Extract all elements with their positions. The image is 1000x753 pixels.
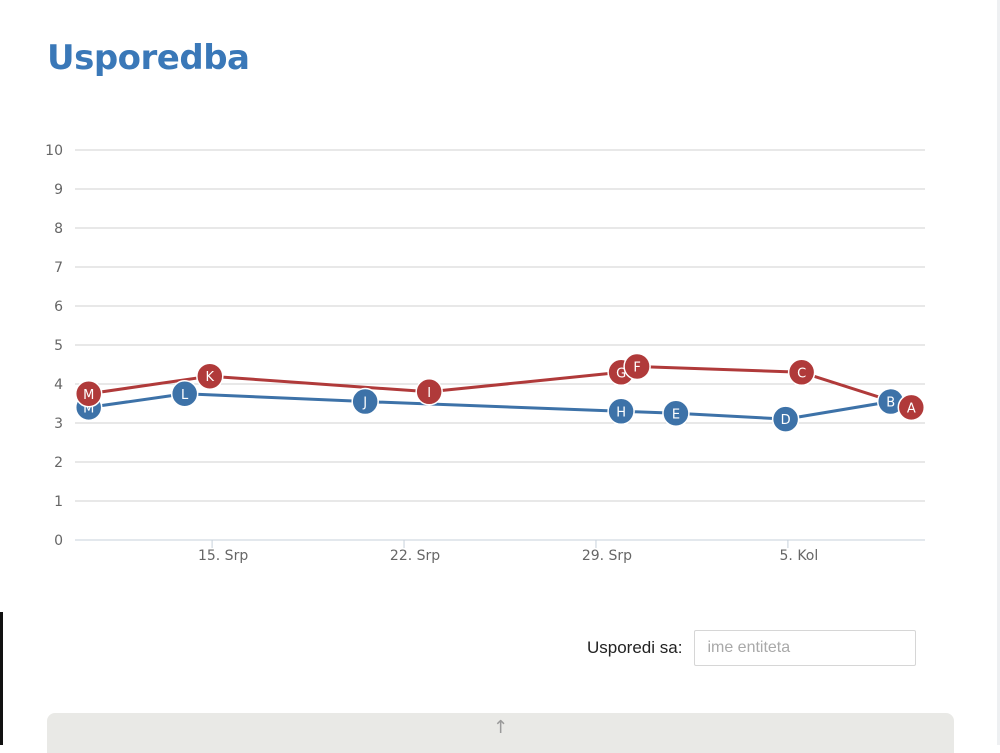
data-point-label: I: [427, 386, 431, 401]
comparison-line-chart: 0 1 2 3 4 5 6 7 8 9 10 15. Srp 22. Srp 29. Srp 5. Kol…: [45, 143, 926, 564]
data-point-label: J: [362, 396, 367, 411]
left-edge-strip: [0, 612, 3, 745]
data-point-marker: [662, 399, 690, 427]
y-tick-label: 1: [54, 494, 63, 510]
data-point-marker: [607, 397, 635, 426]
y-tick-label: 10: [45, 143, 63, 159]
data-point-label: M: [83, 388, 94, 403]
y-tick-label: 6: [54, 299, 63, 315]
series-1-line: [88, 392, 891, 421]
compare-label: Usporedi sa:: [587, 638, 683, 657]
y-tick-label: 2: [54, 455, 63, 471]
data-point-marker: [196, 362, 224, 390]
data-point-label: K: [206, 370, 215, 385]
y-tick-label: 7: [54, 260, 63, 276]
x-axis-ticks: 15. Srp 22. Srp 29. Srp 5. Kol: [198, 540, 818, 564]
data-point-d[interactable]: D: [771, 405, 800, 433]
data-point-k[interactable]: K: [196, 362, 224, 390]
data-point-label: G: [616, 366, 626, 381]
x-tick-label: 5. Kol: [780, 548, 819, 564]
collapse-toggle-bar[interactable]: ↑: [47, 713, 954, 753]
y-tick-label: 9: [54, 182, 63, 198]
data-point-label: D: [781, 413, 791, 428]
data-point-m[interactable]: M: [74, 380, 103, 408]
data-point-h[interactable]: H: [607, 397, 635, 426]
data-point-l[interactable]: L: [170, 380, 199, 408]
series-markers[interactable]: M L J H E D B M K I G F C A: [74, 352, 926, 433]
y-tick-label: 5: [54, 338, 63, 354]
y-tick-label: 0: [54, 533, 63, 549]
right-edge-strip: [997, 0, 1000, 745]
data-point-label: C: [797, 366, 806, 381]
data-point-marker: [897, 393, 926, 422]
page-title: Usporedba: [47, 38, 250, 78]
y-tick-label: 8: [54, 221, 63, 237]
x-tick-label: 29. Srp: [582, 548, 632, 564]
data-point-label: L: [181, 388, 189, 403]
data-point-marker: [351, 387, 379, 416]
x-tick-label: 15. Srp: [198, 548, 248, 564]
arrow-up-icon: ↑: [492, 717, 509, 738]
data-point-label: B: [886, 396, 895, 411]
data-point-label: E: [672, 407, 680, 422]
data-point-label: H: [616, 405, 626, 420]
data-point-marker: [415, 378, 443, 406]
compare-row: Usporedi sa:: [587, 628, 917, 668]
y-tick-label: 3: [54, 416, 63, 432]
data-point-label: M: [83, 401, 94, 416]
data-point-a[interactable]: A: [897, 393, 926, 422]
data-point-label: F: [633, 360, 640, 375]
x-tick-label: 22. Srp: [390, 548, 440, 564]
data-point-marker: [170, 380, 199, 408]
data-point-label: A: [907, 401, 916, 416]
data-point-e[interactable]: E: [662, 399, 690, 427]
data-point-f[interactable]: F: [623, 352, 651, 381]
data-point-marker: [623, 352, 651, 381]
data-point-marker: [787, 358, 816, 387]
data-point-j[interactable]: J: [351, 387, 379, 416]
data-point-c[interactable]: C: [787, 358, 816, 387]
y-axis-ticks: 0 1 2 3 4 5 6 7 8 9 10: [45, 143, 63, 549]
y-tick-label: 4: [54, 377, 63, 393]
entity-search-input[interactable]: [694, 630, 917, 666]
data-point-marker: [771, 405, 800, 433]
data-point-marker: [74, 380, 103, 408]
data-point-i[interactable]: I: [415, 378, 443, 406]
grid-lines: [75, 149, 925, 541]
